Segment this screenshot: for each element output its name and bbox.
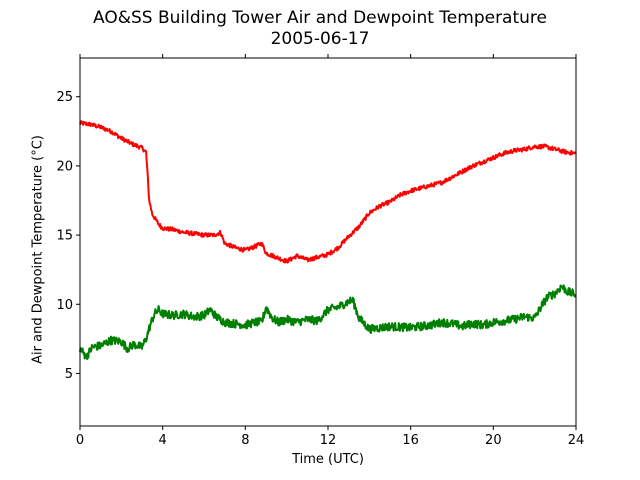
y-tick-label: 25 bbox=[56, 90, 73, 105]
x-tick-label: 12 bbox=[320, 433, 337, 448]
x-tick-label: 4 bbox=[159, 433, 167, 448]
y-tick-label: 5 bbox=[65, 367, 73, 382]
x-tick-label: 8 bbox=[241, 433, 249, 448]
series-line-0 bbox=[79, 120, 577, 264]
x-tick-label: 16 bbox=[402, 433, 419, 448]
series-layer bbox=[79, 120, 577, 361]
chart-title: AO&SS Building Tower Air and Dewpoint Te… bbox=[92, 8, 547, 28]
y-tick-label: 20 bbox=[56, 159, 73, 174]
ticks-layer: 0 4 8 12 16 20 24 5 10 15 20 25 bbox=[56, 54, 584, 448]
x-axis-label: Time (UTC) bbox=[292, 452, 364, 467]
y-tick-label: 10 bbox=[56, 298, 73, 313]
y-axis-label: Air and Dewpoint Temperature (°C) bbox=[30, 135, 46, 364]
plot-frame bbox=[79, 57, 577, 427]
x-tick-label: 24 bbox=[568, 433, 585, 448]
series-line-1 bbox=[79, 284, 577, 361]
y-tick-label: 15 bbox=[56, 229, 73, 244]
x-tick-label: 0 bbox=[76, 433, 84, 448]
x-tick-label: 20 bbox=[485, 433, 502, 448]
chart-subtitle: 2005-06-17 bbox=[270, 29, 370, 49]
